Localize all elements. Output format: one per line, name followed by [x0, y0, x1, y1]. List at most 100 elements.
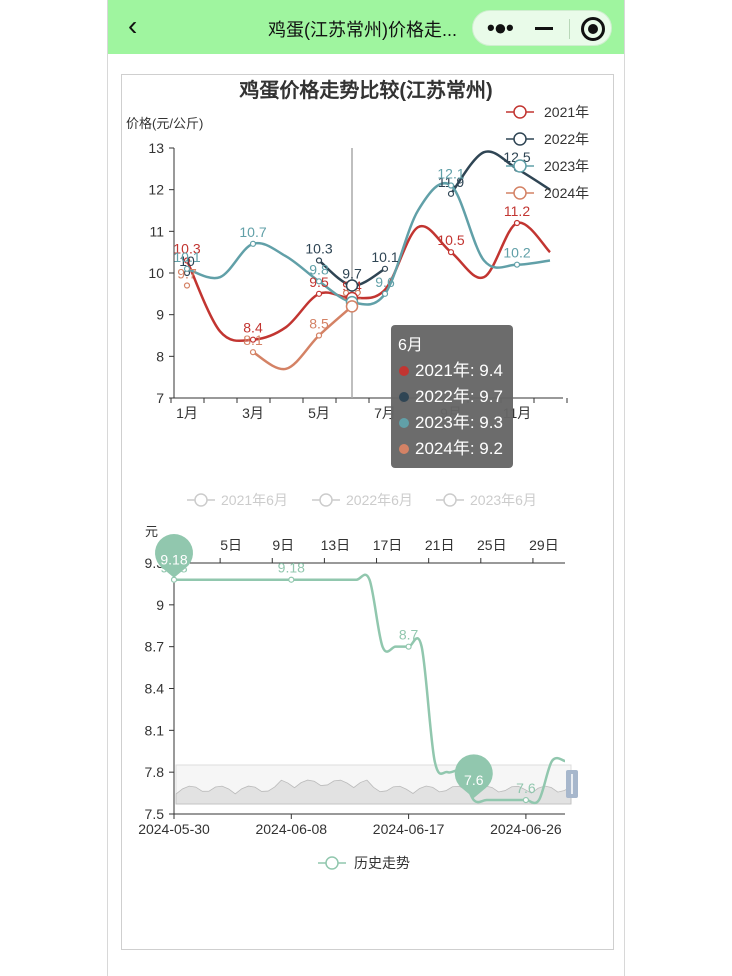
legend-marker[interactable]	[513, 186, 527, 200]
tooltip-title: 6月	[398, 337, 423, 354]
marker-pin-label: 9.18	[160, 552, 187, 568]
chart-card	[121, 74, 614, 950]
top-x-tick-label: 21日	[425, 537, 455, 553]
comparison-chart[interactable]: 鸡蛋价格走势比较(江苏常州) 价格(元/公斤) 7 8 9 10 11 12 13 1月 3月 5月 7…	[108, 60, 624, 480]
tooltip-item: 2024年: 9.2	[415, 439, 503, 458]
tooltip-item: 2023年: 9.3	[415, 413, 503, 432]
data-point[interactable]	[405, 643, 412, 650]
data-point[interactable]	[315, 332, 323, 339]
data-label: 11.2	[504, 203, 530, 219]
legend-label-inactive[interactable]: 2022年6月	[346, 492, 413, 508]
marker-pin-label: 7.6	[464, 772, 484, 788]
legend-label-inactive[interactable]: 2021年6月	[221, 492, 288, 508]
data-point[interactable]	[513, 219, 521, 227]
top-x-tick-label: 17日	[373, 537, 403, 553]
data-label: 10	[179, 253, 195, 269]
x-tick-label: 2024-05-30	[138, 821, 210, 837]
series-line-2021年	[185, 221, 551, 343]
marker-pin-max[interactable]	[155, 534, 193, 578]
data-point[interactable]	[381, 290, 389, 297]
hover-point[interactable]	[345, 279, 359, 292]
data-label: 10.5	[437, 232, 464, 248]
legend-marker[interactable]	[513, 132, 527, 146]
y-axis-label: 元	[145, 524, 158, 539]
data-point[interactable]	[249, 349, 257, 356]
y-axis-label: 价格(元/公斤)	[126, 116, 203, 131]
chevron-left-icon[interactable]: ‹	[128, 10, 138, 41]
data-label: 8.5	[309, 316, 329, 332]
tooltip-item: 2021年: 9.4	[415, 361, 503, 380]
tooltip-box	[391, 325, 513, 468]
chart-title: 鸡蛋价格走势比较(江苏常州)	[238, 78, 492, 102]
legend-label-inactive[interactable]: 2023年6月	[470, 492, 537, 508]
data-point[interactable]	[315, 278, 323, 285]
y-tick-label: 7.5	[145, 806, 165, 822]
legend-label[interactable]: 2023年	[544, 158, 589, 174]
marker-pin-min[interactable]	[454, 754, 493, 799]
x-tick-label: 2024-06-26	[490, 821, 562, 837]
x-tick-label: 2024-06-08	[255, 821, 327, 837]
data-point[interactable]	[183, 257, 191, 264]
x-tick-label: 2024-06-17	[373, 821, 445, 837]
y-tick-label: 11	[149, 223, 164, 239]
hover-point[interactable]	[345, 300, 359, 313]
data-label: 8.7	[399, 627, 419, 643]
tooltip-marker	[399, 418, 409, 428]
data-point[interactable]	[381, 265, 389, 272]
legend-label[interactable]: 历史走势	[354, 855, 410, 871]
y-tick-label: 8	[156, 348, 164, 364]
top-x-tick-label: 29日	[529, 537, 559, 553]
data-point[interactable]	[447, 249, 455, 256]
legend-label[interactable]: 2022年	[544, 131, 589, 147]
legend-label[interactable]: 2021年	[544, 104, 589, 120]
data-label: 12.1	[437, 166, 464, 182]
minimize-icon[interactable]	[535, 27, 553, 30]
phone-frame: ‹ 鸡蛋(江苏常州)价格走... •●• 鸡蛋价格走势比较(江苏常州) 价格(元/…	[107, 0, 625, 976]
data-point[interactable]	[288, 576, 295, 583]
data-label: 9.18	[278, 560, 305, 576]
data-point[interactable]	[315, 290, 323, 297]
x-tick-label: 5月	[308, 405, 330, 421]
data-point[interactable]	[522, 796, 529, 804]
data-label: 10.3	[305, 241, 332, 257]
data-point[interactable]	[183, 265, 191, 272]
data-label: 10.7	[239, 224, 266, 240]
series-line-2023年	[186, 182, 551, 306]
legend-marker-inactive[interactable]	[319, 493, 333, 507]
data-point[interactable]	[447, 182, 455, 189]
series-line-2022年	[449, 150, 551, 195]
data-point[interactable]	[249, 240, 257, 247]
y-tick-label: 7	[156, 390, 164, 406]
data-point[interactable]	[249, 336, 257, 343]
legend-marker-inactive[interactable]	[194, 493, 208, 507]
data-point[interactable]	[447, 190, 455, 197]
data-label: 9.6	[375, 274, 395, 290]
legend-label[interactable]: 2024年	[544, 185, 589, 201]
series-line-2024年	[252, 305, 353, 371]
y-tick-label: 7.8	[145, 764, 165, 780]
top-x-tick-label: 13日	[321, 537, 351, 553]
legend-marker-inactive[interactable]	[443, 493, 457, 507]
data-point[interactable]	[513, 261, 521, 268]
data-label: 9.7	[177, 266, 197, 282]
data-point[interactable]	[170, 576, 178, 583]
data-label: 10.2	[503, 245, 530, 261]
x-tick-label: 3月	[242, 405, 264, 421]
data-label: 11.9	[438, 174, 464, 190]
x-tick-label: 7月	[374, 405, 396, 421]
legend-marker[interactable]	[513, 105, 527, 119]
legend-marker[interactable]	[325, 856, 339, 870]
data-label: 7.6	[516, 780, 536, 796]
target-icon[interactable]	[581, 17, 605, 41]
data-label: 8.1	[243, 332, 263, 348]
capsule-menu: •●•	[472, 10, 612, 46]
tooltip-marker	[399, 444, 409, 454]
capsule-divider	[569, 19, 570, 39]
top-x-tick-label: 25日	[477, 537, 507, 553]
more-dots-icon[interactable]: •●•	[487, 15, 514, 40]
data-point[interactable]	[315, 257, 323, 264]
data-point[interactable]	[183, 282, 191, 289]
legend-marker[interactable]	[513, 159, 527, 173]
top-bar: ‹ 鸡蛋(江苏常州)价格走... •●•	[108, 0, 624, 54]
